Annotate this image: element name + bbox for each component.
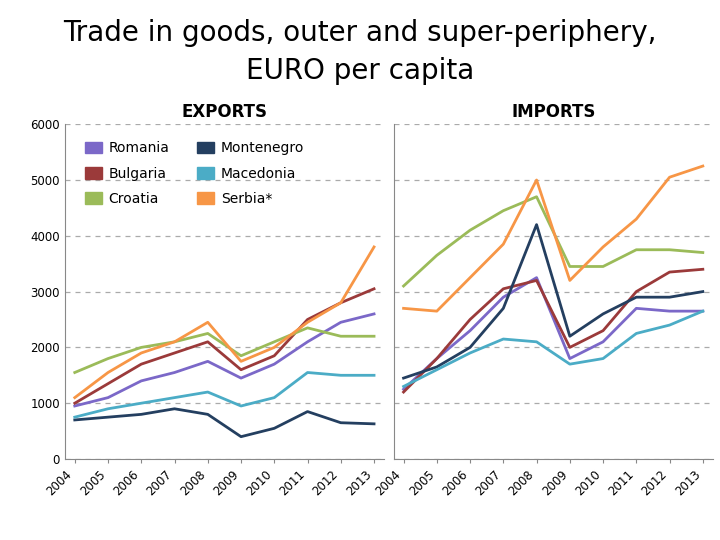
Text: EURO per capita: EURO per capita [246, 57, 474, 85]
Title: IMPORTS: IMPORTS [511, 103, 595, 122]
Title: EXPORTS: EXPORTS [181, 103, 267, 122]
Text: Trade in goods, outer and super-periphery,: Trade in goods, outer and super-peripher… [63, 19, 657, 47]
Legend: Romania, Bulgaria, Croatia, Montenegro, Macedonia, Serbia*: Romania, Bulgaria, Croatia, Montenegro, … [78, 134, 311, 213]
